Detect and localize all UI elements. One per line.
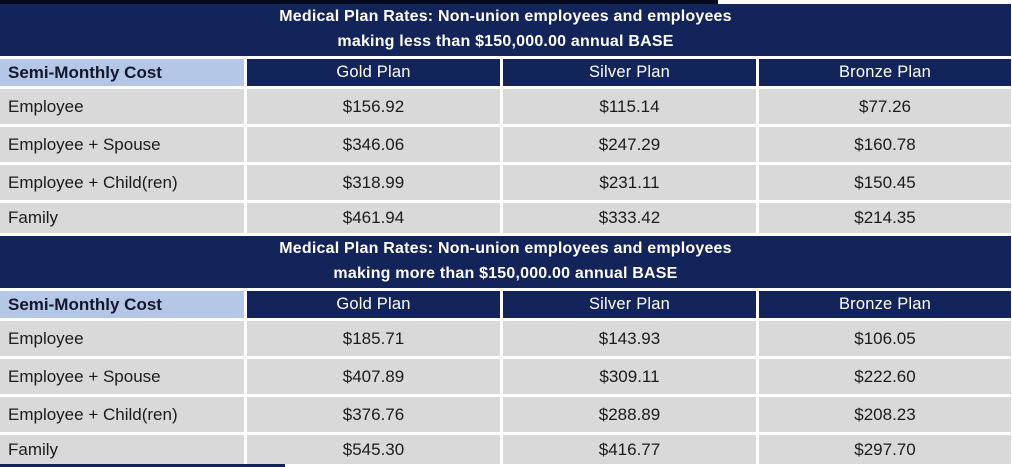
table-title-line1: Medical Plan Rates: Non-union employees …: [279, 240, 732, 258]
row-label-employee: Employee: [0, 321, 244, 356]
top-edge-artifact: [0, 0, 1012, 4]
rate-value: $150.45: [759, 165, 1011, 200]
rate-value: $416.77: [503, 435, 756, 465]
rate-value: $297.70: [759, 435, 1011, 465]
column-header-gold-plan: Gold Plan: [247, 291, 500, 318]
row-label-family: Family: [0, 203, 244, 233]
rate-value: $160.78: [759, 127, 1011, 162]
column-header-bronze-plan: Bronze Plan: [759, 291, 1011, 318]
rate-value: $143.93: [503, 321, 756, 356]
rate-value: $115.14: [503, 89, 756, 124]
table-title-line2: making less than $150,000.00 annual BASE: [337, 33, 674, 50]
bottom-edge-artifact: [0, 464, 1012, 467]
table-title: Medical Plan Rates: Non-union employees …: [0, 4, 1011, 56]
rate-value: $333.42: [503, 203, 756, 233]
column-header-gold-plan: Gold Plan: [247, 59, 500, 86]
row-label-employee-spouse: Employee + Spouse: [0, 359, 244, 394]
rate-value: $208.23: [759, 397, 1011, 432]
column-header-semi-monthly-cost: Semi-Monthly Cost: [0, 291, 244, 318]
rate-value: $545.30: [247, 435, 500, 465]
column-header-bronze-plan: Bronze Plan: [759, 59, 1011, 86]
rate-value: $309.11: [503, 359, 756, 394]
rate-value: $318.99: [247, 165, 500, 200]
rate-value: $461.94: [247, 203, 500, 233]
table-title-line2: making more than $150,000.00 annual BASE: [333, 265, 678, 282]
row-label-family: Family: [0, 435, 244, 465]
rate-value: $346.06: [247, 127, 500, 162]
rate-value: $231.11: [503, 165, 756, 200]
rate-tables-container: Medical Plan Rates: Non-union employees …: [0, 4, 1012, 465]
row-label-employee-children: Employee + Child(ren): [0, 165, 244, 200]
column-header-semi-monthly-cost: Semi-Monthly Cost: [0, 59, 244, 86]
rate-value: $222.60: [759, 359, 1011, 394]
column-header-silver-plan: Silver Plan: [503, 291, 756, 318]
rate-value: $77.26: [759, 89, 1011, 124]
rate-value: $214.35: [759, 203, 1011, 233]
rate-value: $156.92: [247, 89, 500, 124]
rates-table-under-150k: Medical Plan Rates: Non-union employees …: [0, 4, 1012, 233]
rates-table-over-150k: Medical Plan Rates: Non-union employees …: [0, 236, 1012, 465]
row-label-employee: Employee: [0, 89, 244, 124]
column-header-silver-plan: Silver Plan: [503, 59, 756, 86]
rate-value: $407.89: [247, 359, 500, 394]
rate-value: $288.89: [503, 397, 756, 432]
top-edge-black-segment: [0, 0, 718, 4]
rate-value: $185.71: [247, 321, 500, 356]
bottom-edge-navy-segment: [0, 464, 285, 467]
rate-value: $376.76: [247, 397, 500, 432]
table-title: Medical Plan Rates: Non-union employees …: [0, 236, 1011, 288]
rate-value: $247.29: [503, 127, 756, 162]
row-label-employee-children: Employee + Child(ren): [0, 397, 244, 432]
row-label-employee-spouse: Employee + Spouse: [0, 127, 244, 162]
table-title-line1: Medical Plan Rates: Non-union employees …: [279, 8, 732, 26]
rate-value: $106.05: [759, 321, 1011, 356]
